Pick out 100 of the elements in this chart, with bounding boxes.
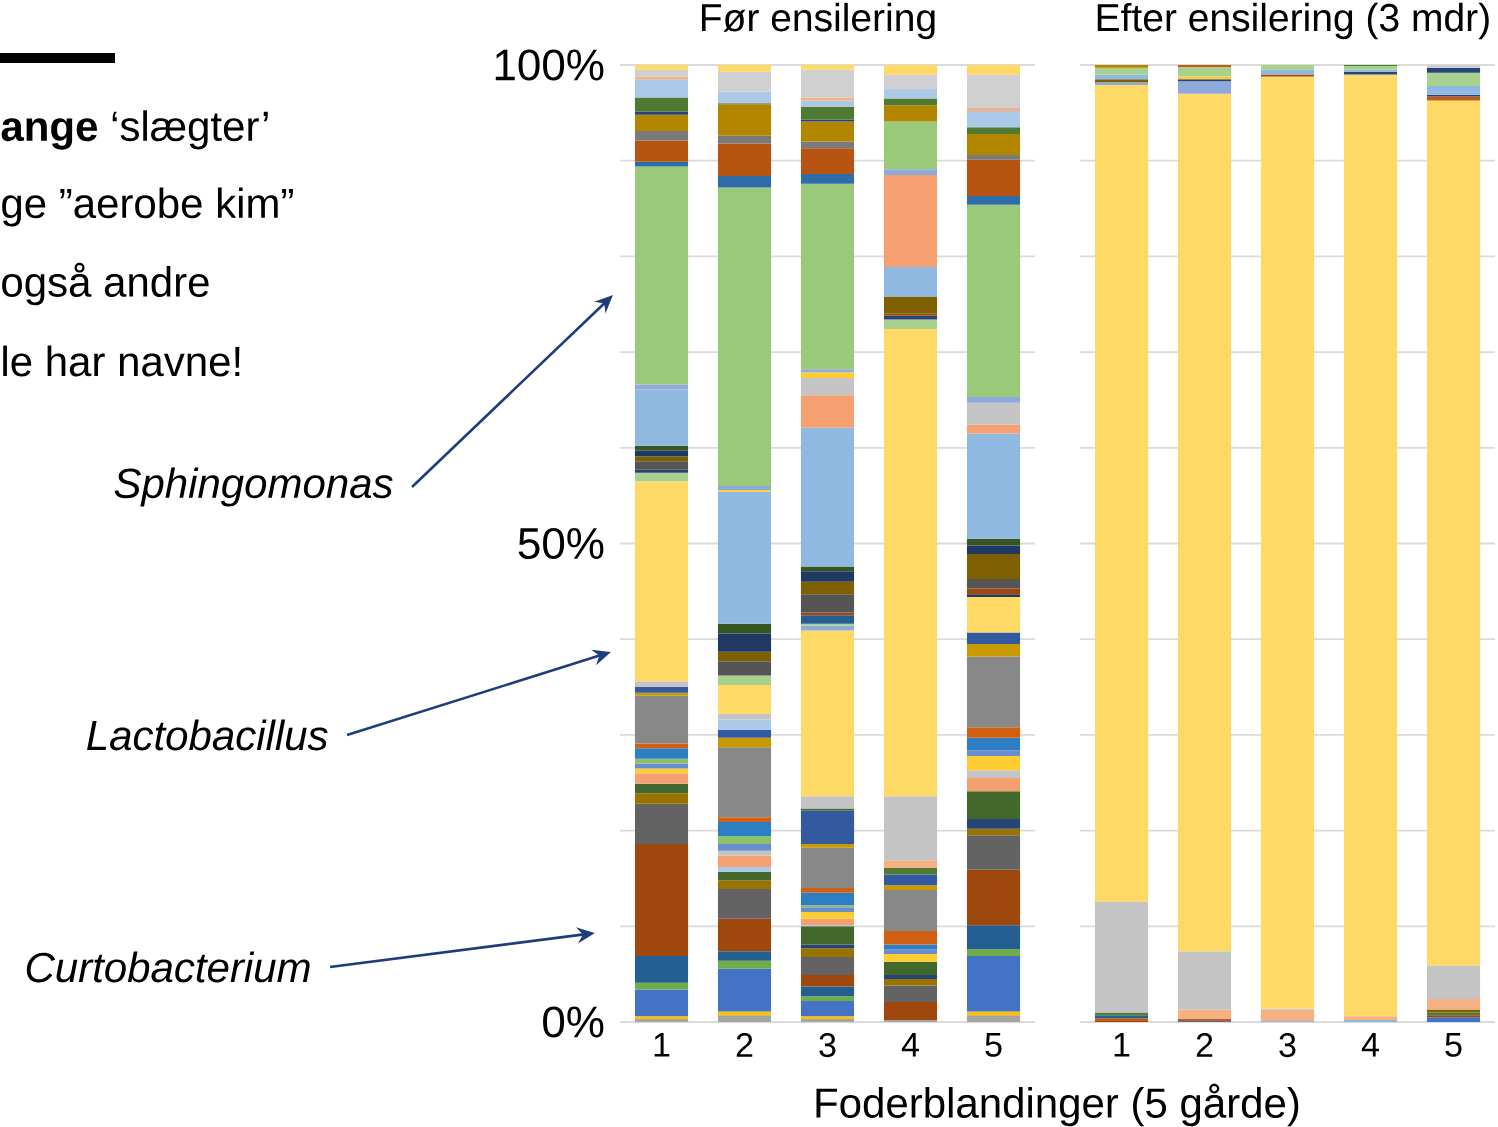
- bar: [966, 578, 1021, 589]
- bar: [966, 755, 1021, 771]
- bar: [634, 461, 689, 470]
- bar: [634, 472, 689, 482]
- bar: [966, 196, 1021, 205]
- bar: [966, 737, 1021, 751]
- bar: [634, 481, 689, 682]
- bar: [634, 758, 689, 764]
- bar: [966, 127, 1021, 134]
- bar: [966, 133, 1021, 155]
- bar: [966, 397, 1021, 403]
- bar: [966, 433, 1021, 539]
- x-tick-label: 5: [1445, 1033, 1462, 1057]
- bar: [966, 835, 1021, 870]
- x-tick-label: 4: [901, 1033, 919, 1057]
- x-tick-label: 2: [736, 1033, 753, 1057]
- x-tick-label: 3: [1279, 1033, 1296, 1058]
- bar: [717, 187, 772, 487]
- bar: [717, 951, 772, 961]
- bar: [966, 159, 1021, 197]
- bar: [800, 107, 855, 120]
- text: ge ”aerobe kim”: [2, 187, 293, 227]
- y-tick-label: 50%: [518, 527, 604, 560]
- bar: [717, 1015, 772, 1022]
- bar: [966, 955, 1021, 1012]
- bar: [800, 64, 855, 70]
- bar: [634, 389, 689, 446]
- bar: [717, 855, 772, 867]
- bar: [717, 143, 772, 176]
- x-tick-label: 3: [819, 1033, 836, 1058]
- bar: [800, 907, 855, 912]
- text: ange ‘slægter’: [1, 110, 268, 150]
- x-tick-label: 5: [985, 1033, 1002, 1057]
- bar: [966, 1015, 1021, 1022]
- x-tick-label: 1: [654, 1033, 670, 1057]
- bar: [966, 727, 1021, 738]
- text: Lactobacillus: [87, 719, 328, 751]
- bar: [717, 91, 772, 104]
- bar: [966, 643, 1021, 657]
- chart-title: Efter ensilering (3 mdr): [1097, 2, 1489, 40]
- chart-title: Før ensilering: [701, 2, 935, 40]
- bar: [800, 100, 855, 108]
- bar: [966, 777, 1021, 792]
- bar: [800, 956, 855, 976]
- bar: [717, 888, 772, 919]
- bar: [1426, 1017, 1481, 1022]
- text: også andre: [2, 262, 209, 306]
- bar: [717, 817, 772, 822]
- bar: [634, 793, 689, 804]
- bar: [634, 803, 689, 844]
- bar: [800, 948, 855, 957]
- bar: [800, 986, 855, 997]
- bar: [966, 110, 1021, 128]
- bar: [800, 69, 855, 98]
- bar: [966, 1011, 1021, 1016]
- bar: [717, 104, 772, 136]
- y-tick-label: 0%: [543, 1006, 604, 1038]
- bar: [634, 843, 689, 956]
- bar: [717, 880, 772, 889]
- bar: [966, 869, 1021, 926]
- bar: [966, 925, 1021, 950]
- bar: [966, 770, 1021, 778]
- text: le har navne!: [3, 345, 240, 377]
- bar: [800, 996, 855, 1001]
- bar: [800, 121, 855, 142]
- bar: [1426, 67, 1481, 73]
- text: Curtobacterium: [26, 951, 310, 983]
- bar: [717, 135, 772, 144]
- bar: [634, 955, 689, 983]
- bar: [966, 656, 1021, 728]
- bar: [634, 989, 689, 1017]
- bar: [717, 737, 772, 748]
- bar: [717, 918, 772, 952]
- bar: [717, 64, 772, 72]
- bar: [717, 836, 772, 844]
- y-tick-label: 100%: [495, 49, 604, 81]
- bar: [966, 597, 1021, 633]
- bar: [966, 632, 1021, 644]
- bar: [717, 960, 772, 969]
- bar: [800, 975, 855, 987]
- bar: [717, 968, 772, 1012]
- bar: [634, 64, 689, 70]
- x-axis-title: Foderblandinger (5 gårde): [816, 1083, 1299, 1127]
- bar: [966, 545, 1021, 555]
- x-tick-label: 2: [1196, 1033, 1213, 1057]
- bar: [800, 911, 855, 919]
- bar: [717, 1011, 772, 1016]
- bar: [800, 1000, 855, 1017]
- bar: [800, 926, 855, 945]
- bar: [717, 747, 772, 818]
- bar: [717, 71, 772, 92]
- x-tick-label: 4: [1361, 1033, 1379, 1057]
- bar: [1094, 64, 1149, 68]
- bar: [634, 445, 689, 451]
- x-tick-label: 1: [1114, 1033, 1130, 1057]
- text: Sphingomonas: [114, 467, 393, 507]
- bar: [717, 821, 772, 837]
- bar: [717, 175, 772, 188]
- bar: [966, 949, 1021, 956]
- bar: [966, 791, 1021, 820]
